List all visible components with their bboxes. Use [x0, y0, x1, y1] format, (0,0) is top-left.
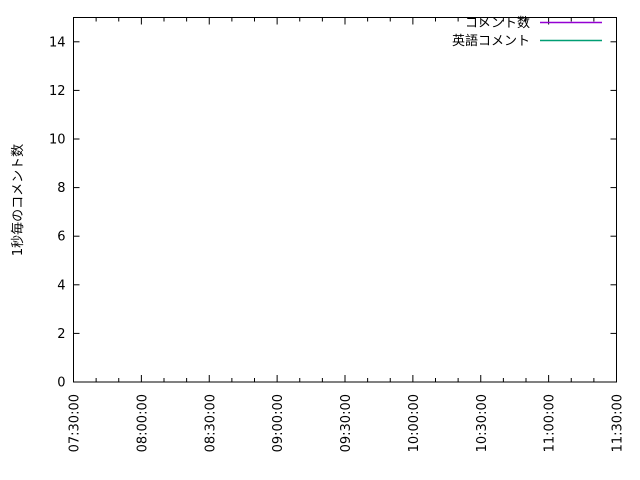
y-axis-ticks [73, 41, 617, 383]
legend-label-english-comment: 英語コメント [452, 33, 530, 49]
chart-legend: コメント数 英語コメント [452, 16, 602, 49]
y-tick-label: 14 [49, 35, 66, 50]
x-tick-label: 08:00:00 [135, 394, 150, 452]
x-tick-label: 09:00:00 [271, 394, 286, 452]
legend-label-comment-count: コメント数 [465, 16, 530, 31]
y-tick-label: 2 [57, 327, 65, 342]
y-tick-label: 4 [57, 278, 65, 293]
y-tick-label: 10 [49, 133, 66, 148]
y-tick-label: 0 [57, 376, 65, 391]
y-tick-label: 8 [57, 181, 65, 196]
x-tick-label: 11:30:00 [611, 394, 626, 452]
x-tick-label: 10:00:00 [407, 394, 422, 452]
x-tick-label: 07:30:00 [68, 394, 83, 452]
y-tick-label: 12 [49, 84, 66, 99]
x-axis-tick-labels: 07:30:00 08:00:00 08:30:00 09:00:00 09:30:00… [68, 394, 626, 452]
x-tick-label: 09:30:00 [339, 394, 354, 452]
x-tick-label: 08:30:00 [203, 394, 218, 452]
x-tick-label: 10:30:00 [475, 394, 490, 452]
y-axis-tick-labels: 0 2 4 6 8 10 12 14 [49, 35, 66, 390]
y-tick-label: 6 [57, 230, 65, 245]
x-tick-label: 11:00:00 [543, 394, 558, 452]
x-axis-ticks [73, 17, 617, 382]
y-axis-title: 1秒毎のコメント数 [10, 144, 26, 256]
